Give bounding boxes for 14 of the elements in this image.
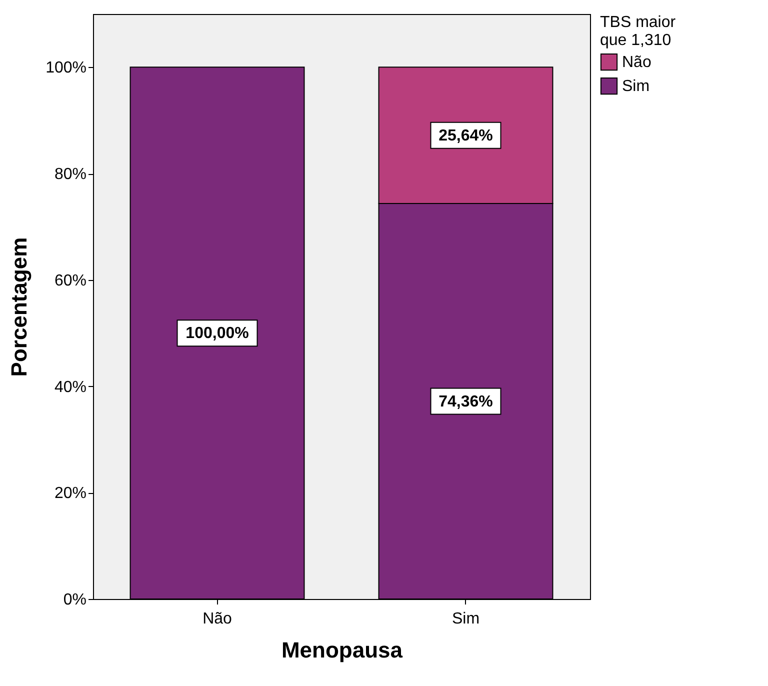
legend-label: Não — [622, 54, 652, 71]
x-axis-title: Menopausa — [281, 638, 404, 662]
legend-title: TBS maior que 1,310 — [600, 14, 676, 49]
y-tick-label: 20% — [54, 485, 86, 502]
data-label: 100,00% — [186, 325, 249, 342]
legend-label: Sim — [622, 78, 650, 95]
y-tick-label: 0% — [63, 592, 86, 608]
data-label: 25,64% — [438, 127, 493, 144]
y-tick-label: 40% — [54, 378, 86, 396]
data-label: 74,36% — [438, 393, 493, 410]
y-tick-label: 60% — [54, 272, 86, 290]
y-tick-label: 80% — [54, 166, 86, 184]
y-tick-label: 100% — [46, 60, 86, 77]
y-axis-title: Porcentagem — [6, 237, 32, 377]
